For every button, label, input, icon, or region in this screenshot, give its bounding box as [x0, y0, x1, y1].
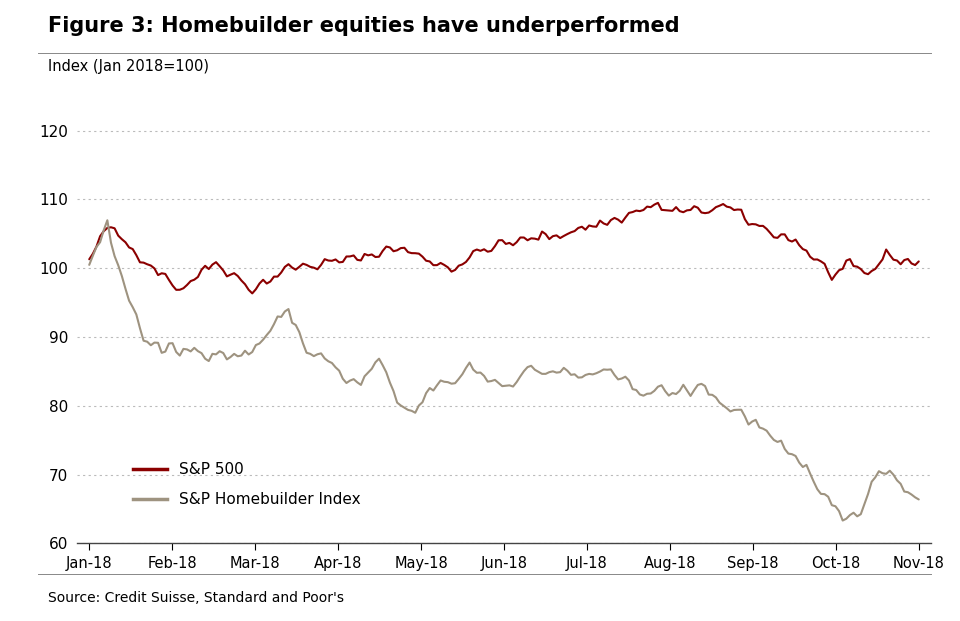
Text: Source: Credit Suisse, Standard and Poor's: Source: Credit Suisse, Standard and Poor…: [48, 591, 344, 605]
Text: Figure 3: Homebuilder equities have underperformed: Figure 3: Homebuilder equities have unde…: [48, 16, 680, 35]
Text: Index (Jan 2018=100): Index (Jan 2018=100): [48, 59, 209, 74]
Legend: S&P 500, S&P Homebuilder Index: S&P 500, S&P Homebuilder Index: [127, 456, 367, 514]
